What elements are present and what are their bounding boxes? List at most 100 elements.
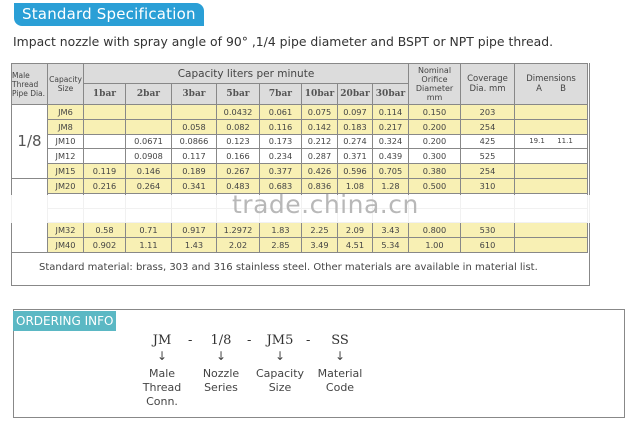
- capacity-value-cell: 0.287: [301, 148, 338, 165]
- capacity-value-cell: 2.02: [216, 237, 260, 253]
- ordering-info-title: ORDERING INFO: [13, 311, 117, 331]
- watermark-haze: [0, 195, 635, 223]
- capacity-value-cell: 0.114: [372, 104, 409, 120]
- capacity-value-cell: 3.49: [301, 237, 338, 253]
- capacity-value-cell: 3.43: [372, 222, 409, 239]
- col-pressure: 5bar: [216, 83, 260, 105]
- dimensions-cell: [514, 104, 588, 120]
- capacity-value-cell: 0.596: [337, 163, 373, 179]
- capacity-value-cell: 0.71: [125, 222, 172, 239]
- capacity-value-cell: 1.83: [259, 222, 302, 239]
- capacity-value-cell: 0.142: [301, 118, 338, 135]
- col-pressure: 10bar: [301, 83, 338, 105]
- capacity-value-cell: 0.097: [337, 104, 373, 120]
- capacity-size-cell: JM10: [47, 133, 84, 150]
- capacity-value-cell: 0.123: [216, 133, 260, 150]
- capacity-value-cell: 0.217: [372, 118, 409, 135]
- dimensions-cell: [514, 148, 588, 165]
- dim-b-value: 11.1: [557, 137, 573, 146]
- capacity-size-cell: JM32: [47, 222, 84, 239]
- capacity-value-cell: 2.85: [259, 237, 302, 253]
- capacity-value-cell: 0.426: [301, 163, 338, 179]
- capacity-value-cell: 0.216: [83, 177, 126, 194]
- table-row: JM15 0.119 0.146 0.189 0.267 0.377 0.426 0.596 0…: [12, 163, 588, 179]
- capacity-size-cell: JM40: [47, 237, 84, 253]
- order-code: SS: [331, 333, 349, 348]
- dimensions-label: Dimensions: [526, 74, 576, 84]
- order-code: 1/8: [210, 333, 232, 348]
- capacity-value-cell: 0.705: [372, 163, 409, 179]
- capacity-value-cell: 0.061: [259, 104, 302, 120]
- capacity-value-cell: 1.2972: [216, 222, 260, 239]
- capacity-value-cell: 0.173: [259, 133, 302, 150]
- capacity-value-cell: 0.274: [337, 133, 373, 150]
- orifice-cell: 1.00: [408, 237, 461, 253]
- col-orifice: Nominal Orifice Diameter mm: [408, 63, 461, 105]
- down-arrow-icon: ↓: [334, 349, 346, 363]
- capacity-value-cell: [83, 148, 126, 165]
- order-label: Male Thread Conn.: [142, 367, 182, 408]
- capacity-value-cell: 0.902: [83, 237, 126, 253]
- capacity-value-cell: 0.0866: [171, 133, 217, 150]
- coverage-cell: 530: [460, 222, 515, 239]
- spec-table: Male Thread Pipe Dia. Capacity Size Capa…: [11, 63, 588, 253]
- separator: -: [188, 333, 193, 348]
- table-row: JM12 0.0908 0.117 0.166 0.234 0.287 0.371 0.439…: [12, 148, 588, 165]
- col-pressure: 7bar: [259, 83, 302, 105]
- col-pipe-dia: Male Thread Pipe Dia.: [11, 63, 48, 105]
- col-dimensions: Dimensions A B: [514, 63, 588, 105]
- order-code: JM: [152, 333, 172, 348]
- section-title-banner: Standard Specification: [14, 3, 204, 26]
- dim-a-value: 19.1: [529, 137, 545, 146]
- capacity-value-cell: [83, 118, 126, 135]
- capacity-value-cell: 0.58: [83, 222, 126, 239]
- capacity-value-cell: [171, 104, 217, 120]
- down-arrow-icon: ↓: [215, 349, 227, 363]
- capacity-value-cell: 0.0671: [125, 133, 172, 150]
- order-label: Capacity Size: [255, 367, 305, 394]
- capacity-value-cell: 0.166: [216, 148, 260, 165]
- dimensions-cell: [514, 177, 588, 194]
- down-arrow-icon: ↓: [156, 349, 168, 363]
- capacity-value-cell: 0.116: [259, 118, 302, 135]
- dim-b-label: B: [560, 84, 566, 94]
- order-label: Nozzle Series: [202, 367, 240, 394]
- col-capacity-size: Capacity Size: [47, 63, 84, 105]
- dimensions-cell: [514, 237, 588, 253]
- capacity-value-cell: 0.371: [337, 148, 373, 165]
- capacity-value-cell: 0.683: [259, 177, 302, 194]
- orifice-cell: 0.150: [408, 104, 461, 120]
- dimensions-cell: 19.1 11.1: [514, 133, 588, 150]
- orifice-cell: 0.500: [408, 177, 461, 194]
- capacity-value-cell: 0.058: [171, 118, 217, 135]
- col-pressure: 30bar: [372, 83, 409, 105]
- capacity-value-cell: 0.341: [171, 177, 217, 194]
- ordering-info-box: [13, 309, 625, 418]
- col-coverage: Coverage Dia. mm: [460, 63, 515, 105]
- capacity-value-cell: 2.09: [337, 222, 373, 239]
- capacity-value-cell: 0.439: [372, 148, 409, 165]
- col-pressure: 3bar: [171, 83, 217, 105]
- coverage-cell: 425: [460, 133, 515, 150]
- capacity-value-cell: 0.234: [259, 148, 302, 165]
- dimensions-cell: [514, 118, 588, 135]
- table-row: 1/8 JM6 0.0432 0.061 0.075 0.097 0.114 0.150 203: [11, 104, 588, 179]
- down-arrow-icon: ↓: [274, 349, 286, 363]
- separator: -: [247, 333, 252, 348]
- orifice-cell: 0.800: [408, 222, 461, 239]
- capacity-group-header: Capacity liters per minute: [83, 63, 409, 84]
- table-row: JM32 0.58 0.71 0.917 1.2972 1.83 2.25 2.09 3.43 0…: [12, 222, 588, 239]
- orifice-cell: 0.380: [408, 163, 461, 179]
- capacity-size-cell: JM8: [47, 118, 84, 135]
- col-pressure: 2bar: [125, 83, 172, 105]
- order-code: JM5: [266, 333, 294, 348]
- orifice-cell: 0.200: [408, 118, 461, 135]
- capacity-value-cell: 0.119: [83, 163, 126, 179]
- watermark: trade.china.cn: [232, 190, 419, 219]
- capacity-value-cell: 0.267: [216, 163, 260, 179]
- capacity-value-cell: 5.34: [372, 237, 409, 253]
- capacity-value-cell: 0.183: [337, 118, 373, 135]
- capacity-value-cell: 0.189: [171, 163, 217, 179]
- table-row: JM8 0.058 0.082 0.116 0.142 0.183 0.217 0.200 25…: [12, 118, 588, 135]
- capacity-value-cell: 1.11: [125, 237, 172, 253]
